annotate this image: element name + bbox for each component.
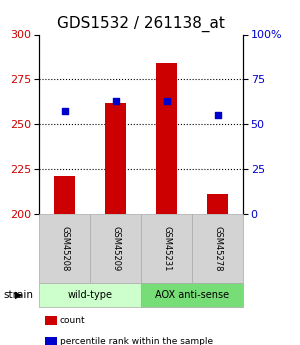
Point: [215, 112, 220, 118]
Point: [62, 108, 67, 114]
Bar: [156, 63, 177, 214]
Text: strain: strain: [3, 290, 33, 300]
Bar: [54, 176, 75, 214]
Title: GDS1532 / 261138_at: GDS1532 / 261138_at: [57, 16, 225, 32]
Text: count: count: [60, 316, 85, 325]
Point: [164, 98, 169, 104]
Text: wild-type: wild-type: [68, 290, 112, 300]
Text: AOX anti-sense: AOX anti-sense: [155, 290, 229, 300]
Point: [113, 98, 118, 104]
Text: ▶: ▶: [15, 290, 22, 300]
Text: GSM45278: GSM45278: [213, 226, 222, 271]
Text: GSM45231: GSM45231: [162, 226, 171, 271]
Bar: [207, 194, 228, 214]
Text: GSM45209: GSM45209: [111, 226, 120, 271]
Bar: [105, 103, 126, 214]
Text: percentile rank within the sample: percentile rank within the sample: [60, 337, 213, 345]
Text: GSM45208: GSM45208: [60, 226, 69, 271]
